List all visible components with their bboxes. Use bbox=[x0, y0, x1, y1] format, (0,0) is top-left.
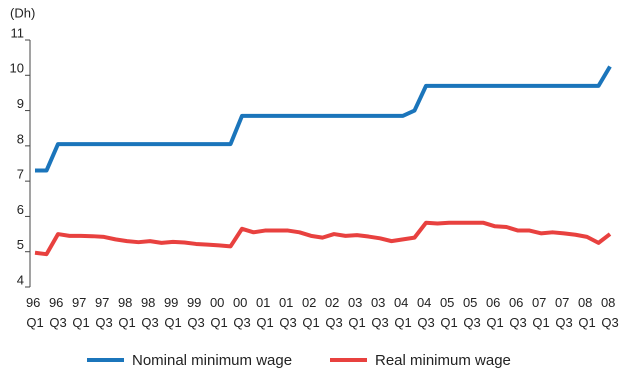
x-tick-label: 99 Q3 bbox=[187, 295, 205, 330]
y-tick-label: 4 bbox=[17, 272, 24, 287]
x-tick-label: 97 Q1 bbox=[72, 295, 90, 330]
x-tick-label: 06 Q1 bbox=[486, 295, 504, 330]
x-tick-label: 04 Q1 bbox=[394, 295, 412, 330]
x-tick-label: 99 Q1 bbox=[164, 295, 182, 330]
x-tick-label: 98 Q3 bbox=[141, 295, 159, 330]
x-tick-label: 98 Q1 bbox=[118, 295, 136, 330]
x-tick-label: 03 Q3 bbox=[371, 295, 389, 330]
x-tick-label: 06 Q3 bbox=[509, 295, 527, 330]
x-tick-label: 01 Q1 bbox=[256, 295, 274, 330]
x-tick-label: 96 Q1 bbox=[26, 295, 44, 330]
x-tick-label: 01 Q3 bbox=[279, 295, 297, 330]
x-tick-label: 08 Q1 bbox=[578, 295, 596, 330]
legend-label: Real minimum wage bbox=[375, 352, 511, 369]
y-tick-label: 9 bbox=[17, 96, 24, 111]
x-tick-label: 02 Q3 bbox=[325, 295, 343, 330]
x-tick-label: 07 Q1 bbox=[532, 295, 550, 330]
y-tick-label: 11 bbox=[11, 25, 25, 40]
x-tick-label: 00 Q1 bbox=[210, 295, 228, 330]
legend-label: Nominal minimum wage bbox=[132, 352, 292, 369]
x-tick-label: 00 Q3 bbox=[233, 295, 251, 330]
x-tick-label: 02 Q1 bbox=[302, 295, 320, 330]
x-tick-label: 03 Q1 bbox=[348, 295, 366, 330]
x-tick-label: 05 Q1 bbox=[440, 295, 458, 330]
y-tick-label: 5 bbox=[17, 237, 24, 252]
x-tick-label: 97 Q3 bbox=[95, 295, 113, 330]
x-tick-label: 08 Q3 bbox=[601, 295, 619, 330]
x-tick-label: 96 Q3 bbox=[49, 295, 67, 330]
y-tick-label: 7 bbox=[17, 167, 24, 182]
x-tick-label: 05 Q3 bbox=[463, 295, 481, 330]
y-tick-label: 10 bbox=[10, 61, 24, 76]
x-tick-label: 04 Q3 bbox=[417, 295, 435, 330]
series-line bbox=[35, 65, 612, 173]
y-tick-label: 6 bbox=[17, 202, 24, 217]
y-tick-label: 8 bbox=[17, 131, 24, 146]
y-unit: (Dh) bbox=[10, 5, 35, 20]
series-line bbox=[34, 220, 612, 257]
x-tick-label: 07 Q3 bbox=[555, 295, 573, 330]
